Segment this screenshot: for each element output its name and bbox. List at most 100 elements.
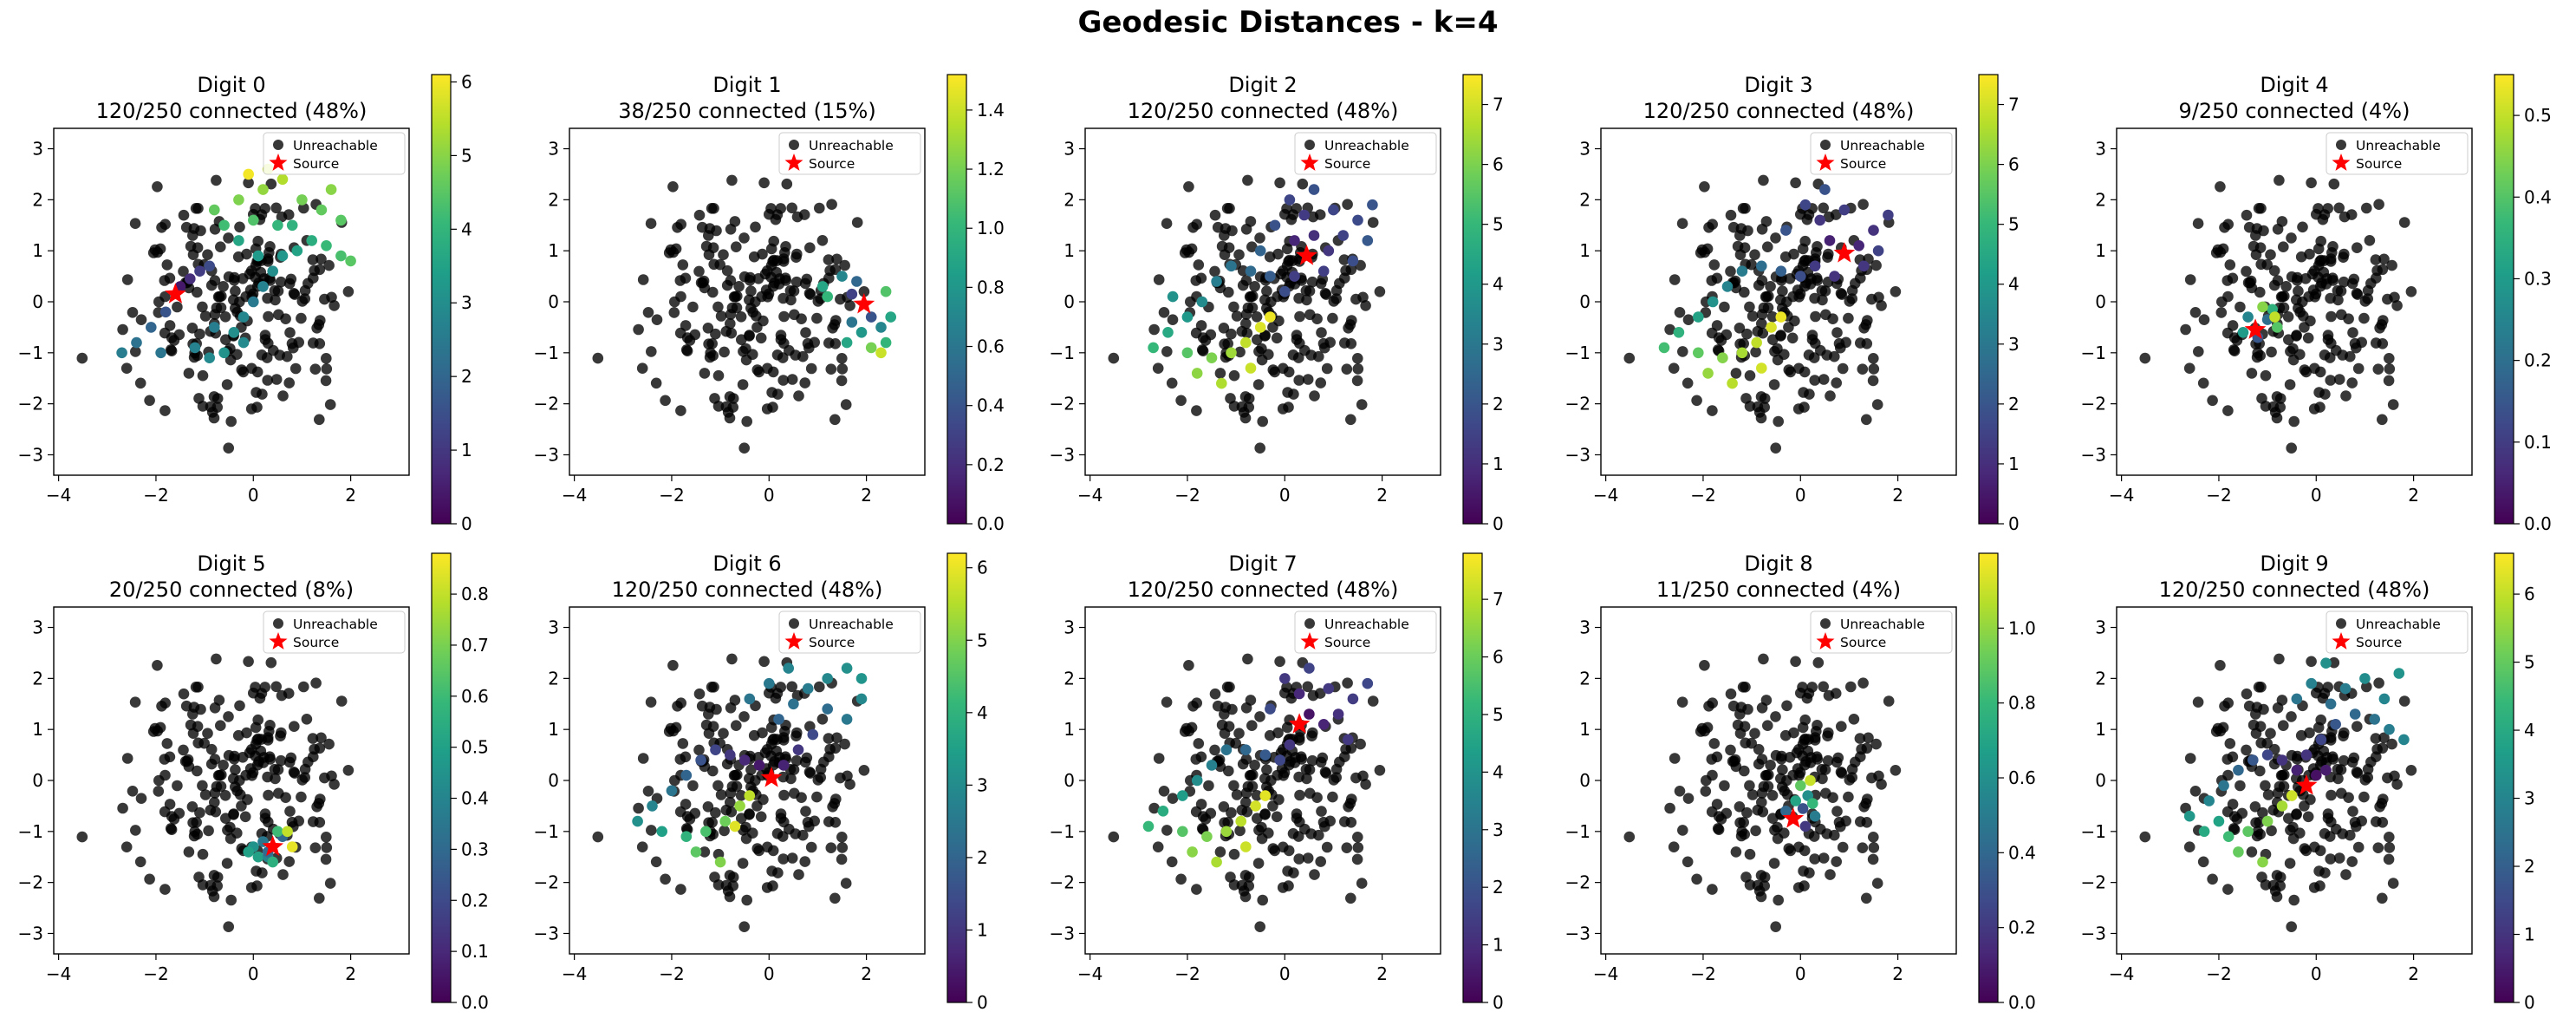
unreachable-point — [735, 790, 747, 801]
reachable-point — [1721, 281, 1734, 292]
unreachable-point — [687, 301, 699, 313]
unreachable-point — [159, 327, 171, 339]
unreachable-point — [836, 363, 849, 375]
unreachable-point — [1263, 349, 1274, 361]
unreachable-point — [1797, 682, 1808, 693]
unreachable-point — [765, 750, 777, 762]
unreachable-point — [1294, 310, 1305, 323]
reachable-point — [841, 714, 853, 725]
unreachable-point — [218, 281, 229, 292]
unreachable-point — [1299, 823, 1311, 835]
unreachable-point — [321, 353, 332, 364]
legend-unreachable-label: Unreachable — [809, 617, 894, 632]
unreachable-point — [212, 770, 224, 781]
unreachable-point — [1222, 338, 1233, 349]
unreachable-point — [1822, 754, 1834, 767]
unreachable-point — [1240, 787, 1252, 799]
colorbar-tick-label: 0.1 — [461, 941, 489, 962]
reachable-point — [185, 273, 196, 284]
unreachable-point — [244, 763, 257, 774]
unreachable-point — [2384, 363, 2396, 375]
unreachable-point — [1282, 865, 1293, 877]
colorbar-tick-label: 0.1 — [2524, 432, 2552, 453]
unreachable-point — [223, 232, 234, 244]
unreachable-point — [1214, 368, 1226, 379]
y-tick-label: 0 — [1064, 770, 1075, 791]
unreachable-point — [127, 307, 139, 318]
x-tick-label: 0 — [248, 963, 259, 984]
legend-unreachable-label: Unreachable — [809, 138, 894, 153]
unreachable-point — [736, 813, 747, 824]
unreachable-point — [1730, 368, 1742, 379]
unreachable-point — [187, 230, 198, 241]
unreachable-point — [299, 763, 311, 775]
subplot-5: Digit 520/250 connected (8%)−4 −2 0 2−3−2−1… — [18, 552, 489, 1013]
reachable-point — [1274, 754, 1285, 766]
unreachable-point — [283, 856, 296, 867]
unreachable-point — [1783, 843, 1795, 854]
unreachable-point — [1792, 882, 1805, 893]
unreachable-point — [1744, 780, 1755, 792]
unreachable-point — [2348, 273, 2360, 285]
unreachable-point — [1231, 789, 1243, 800]
reachable-point — [792, 744, 804, 755]
unreachable-point — [674, 327, 686, 339]
unreachable-point — [765, 203, 777, 214]
y-tick-label: 3 — [1064, 139, 1075, 160]
unreachable-point — [76, 831, 88, 843]
unreachable-point — [738, 346, 749, 357]
unreachable-point — [164, 751, 176, 763]
unreachable-point — [741, 415, 752, 428]
unreachable-point — [152, 660, 163, 671]
unreachable-point — [1190, 806, 1202, 818]
unreachable-point — [1253, 346, 1265, 357]
unreachable-point — [2315, 235, 2326, 247]
unreachable-point — [1219, 249, 1231, 261]
unreachable-point — [1744, 848, 1756, 860]
unreachable-point — [1226, 703, 1238, 715]
reachable-point — [632, 815, 643, 827]
reachable-point — [1211, 276, 1222, 287]
x-tick-label: 2 — [2408, 485, 2419, 506]
unreachable-point — [2268, 264, 2280, 277]
unreachable-point — [675, 405, 686, 416]
unreachable-point — [696, 700, 708, 712]
unreachable-point — [693, 688, 706, 700]
unreachable-point — [1355, 738, 1366, 750]
reachable-point — [2384, 723, 2395, 735]
unreachable-point — [1161, 696, 1173, 708]
unreachable-point — [262, 771, 273, 783]
unreachable-point — [2247, 719, 2260, 731]
unreachable-point — [707, 765, 719, 777]
source-star — [760, 767, 783, 787]
unreachable-point — [829, 414, 841, 426]
unreachable-point — [1222, 817, 1233, 828]
colorbar-tick-label: 0.4 — [461, 788, 489, 809]
unreachable-point — [703, 708, 714, 720]
unreachable-point — [259, 203, 271, 214]
legend-unreachable-marker — [789, 140, 799, 150]
subplot-8: Digit 811/250 connected (4%)−4 −2 0 2−3−2−1… — [1565, 552, 2036, 1013]
unreachable-point — [1341, 842, 1353, 853]
unreachable-point — [202, 728, 213, 739]
reachable-point — [714, 856, 726, 868]
unreachable-point — [2197, 377, 2209, 389]
unreachable-point — [2231, 335, 2243, 346]
unreachable-point — [2377, 414, 2388, 426]
unreachable-point — [839, 259, 850, 271]
reachable-point — [1304, 708, 1315, 720]
unreachable-point — [2267, 879, 2280, 891]
unreachable-point — [2286, 442, 2297, 454]
legend-source-marker — [784, 153, 803, 171]
unreachable-point — [159, 806, 171, 818]
unreachable-point — [1302, 374, 1314, 385]
unreachable-point — [784, 823, 795, 835]
unreachable-point — [1264, 251, 1276, 263]
unreachable-point — [187, 728, 199, 739]
unreachable-point — [811, 791, 823, 803]
unreachable-point — [2293, 285, 2304, 297]
unreachable-point — [741, 894, 752, 906]
unreachable-point — [758, 315, 769, 327]
